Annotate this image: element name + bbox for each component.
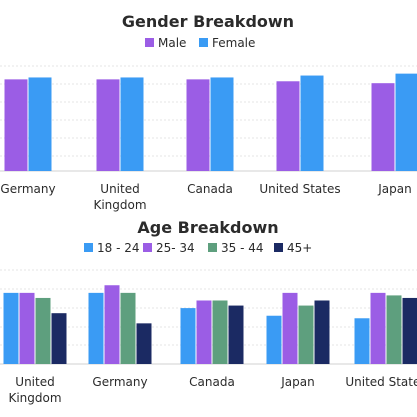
gender-legend-label: Female <box>212 36 255 50</box>
age-legend-swatch <box>274 243 283 252</box>
age-bar <box>402 297 417 364</box>
gender-bar <box>210 77 234 171</box>
age-legend-label: 25- 34 <box>156 241 195 255</box>
age-bar <box>19 292 35 364</box>
age-bar <box>180 308 196 364</box>
age-chart-title: Age Breakdown <box>137 218 278 237</box>
age-legend-label: 35 - 44 <box>221 241 264 255</box>
age-bar <box>136 323 152 364</box>
gender-bar <box>276 81 300 171</box>
age-bar <box>51 313 67 364</box>
gender-x-tick-label: United Kingdom <box>93 182 146 212</box>
age-x-tick-label: Japan <box>280 375 314 389</box>
gender-bar <box>186 79 210 171</box>
gender-bar <box>96 79 120 171</box>
age-x-tick-label: Germany <box>92 375 147 389</box>
age-bar <box>3 292 19 364</box>
gender-x-tick-label: Germany <box>0 182 55 196</box>
gender-bar <box>28 77 52 171</box>
age-bar <box>104 285 120 364</box>
age-bar <box>282 292 298 364</box>
age-legend-swatch <box>143 243 152 252</box>
age-bar <box>314 300 330 364</box>
age-bar <box>228 305 244 364</box>
age-bar <box>120 292 136 364</box>
age-x-tick-label: United Kingdom <box>8 375 61 405</box>
age-chart: Age Breakdown 18 - 24 25- 34 35 - 44 45+ Unit… <box>0 218 417 405</box>
gender-bar <box>4 79 28 171</box>
gender-legend-swatch <box>199 38 208 47</box>
age-bar <box>298 305 314 364</box>
age-bar <box>196 300 212 364</box>
age-bar <box>370 292 386 364</box>
gender-bar <box>371 83 395 171</box>
gender-x-tick-label: United States <box>259 182 340 196</box>
gender-chart: Gender Breakdown Male Female Germany United K… <box>0 12 417 212</box>
age-bar <box>88 292 104 364</box>
gender-bar <box>395 73 417 171</box>
age-bar <box>35 297 51 364</box>
age-bar <box>354 318 370 364</box>
age-legend-swatch <box>84 243 93 252</box>
age-bar <box>212 300 228 364</box>
age-bar <box>386 295 402 364</box>
age-bar <box>266 315 282 364</box>
gender-legend-swatch <box>145 38 154 47</box>
gender-chart-title: Gender Breakdown <box>122 12 294 31</box>
gender-bar <box>120 77 144 171</box>
age-x-tick-label: United States <box>345 375 417 389</box>
gender-bar <box>300 75 324 171</box>
age-legend-label: 45+ <box>287 241 312 255</box>
gender-x-tick-label: Canada <box>187 182 233 196</box>
age-legend-swatch <box>208 243 217 252</box>
gender-legend-label: Male <box>158 36 186 50</box>
age-legend-label: 18 - 24 <box>97 241 140 255</box>
gender-x-tick-label: Japan <box>377 182 411 196</box>
age-x-tick-label: Canada <box>189 375 235 389</box>
